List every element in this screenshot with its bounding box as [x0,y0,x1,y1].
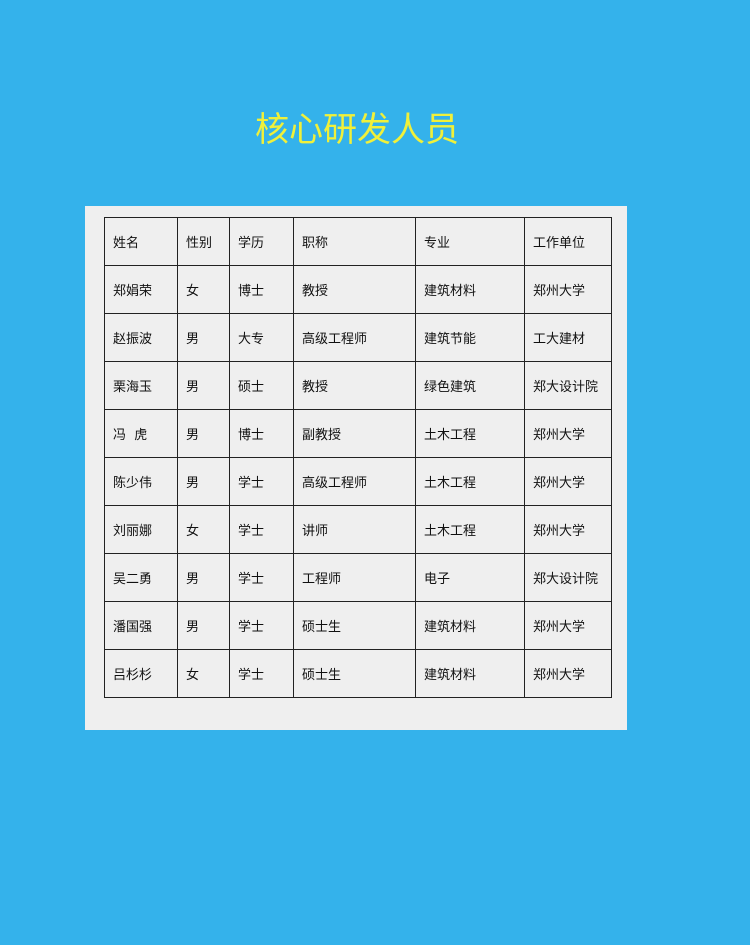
table-row: 潘国强男学士 硕士生 建筑材料 郑州大学 [104,601,612,650]
cell-education: 博士 [229,409,294,458]
cell-major: 土木工程 [415,457,525,506]
cell-gender: 女 [177,505,230,554]
cell-name: 郑娟荣 [104,265,178,314]
cell-major: 土木工程 [415,505,525,554]
table-row: 郑娟荣女博士 教授 建筑材料 郑州大学 [104,265,612,314]
table-row: 陈少伟男学士 高级工程师 土木工程 郑州大学 [104,457,612,506]
cell-title: 教授 [293,265,416,314]
header-cell-name: 姓名 [104,217,178,266]
cell-gender: 男 [177,361,230,410]
cell-title: 硕士生 [293,601,416,650]
cell-employer: 郑州大学 [524,601,612,650]
header-cell-employer: 工作单位 [524,217,612,266]
cell-name: 潘国强 [104,601,178,650]
cell-title: 高级工程师 [293,313,416,362]
cell-major: 建筑材料 [415,649,525,698]
cell-name: 赵振波 [104,313,178,362]
cell-title: 教授 [293,361,416,410]
cell-education: 学士 [229,601,294,650]
cell-education: 博士 [229,265,294,314]
table-row: 栗海玉男硕士 教授 绿色建筑 郑大设计院 [104,361,612,410]
cell-education: 学士 [229,649,294,698]
cell-name: 刘丽娜 [104,505,178,554]
table-row: 吕杉杉女学士 硕士生 建筑材料 郑州大学 [104,649,612,698]
cell-employer: 郑州大学 [524,457,612,506]
cell-major: 建筑节能 [415,313,525,362]
cell-gender: 男 [177,601,230,650]
cell-education: 硕士 [229,361,294,410]
table-panel: 姓名 性别 学历 职称 专业 工作单位 郑娟荣女博士 教授 建筑材料 郑州大学 赵振波男大专 高级工程… [85,206,627,730]
header-cell-gender: 性别 [177,217,230,266]
cell-title: 硕士生 [293,649,416,698]
cell-major: 绿色建筑 [415,361,525,410]
table-header-row: 姓名 性别 学历 职称 专业 工作单位 [104,217,612,266]
table-row: 刘丽娜女学士 讲师 土木工程 郑州大学 [104,505,612,554]
cell-employer: 郑州大学 [524,409,612,458]
staff-table: 姓名 性别 学历 职称 专业 工作单位 郑娟荣女博士 教授 建筑材料 郑州大学 赵振波男大专 高级工程… [104,217,612,698]
header-cell-major: 专业 [415,217,525,266]
cell-major: 电子 [415,553,525,602]
cell-gender: 男 [177,409,230,458]
cell-name: 冯 虎 [104,409,178,458]
cell-name: 陈少伟 [104,457,178,506]
cell-gender: 女 [177,265,230,314]
table-row: 赵振波男大专 高级工程师 建筑节能 工大建材 [104,313,612,362]
cell-title: 工程师 [293,553,416,602]
cell-title: 讲师 [293,505,416,554]
cell-name: 吴二勇 [104,553,178,602]
cell-title: 副教授 [293,409,416,458]
cell-title: 高级工程师 [293,457,416,506]
cell-major: 土木工程 [415,409,525,458]
cell-education: 学士 [229,553,294,602]
table-row: 冯 虎男博士 副教授 土木工程 郑州大学 [104,409,612,458]
cell-employer: 郑州大学 [524,649,612,698]
table-row: 吴二勇男学士 工程师 电子 郑大设计院 [104,553,612,602]
cell-education: 学士 [229,457,294,506]
cell-major: 建筑材料 [415,265,525,314]
header-cell-education: 学历 [229,217,294,266]
cell-employer: 郑州大学 [524,265,612,314]
cell-major: 建筑材料 [415,601,525,650]
cell-name: 栗海玉 [104,361,178,410]
cell-name: 吕杉杉 [104,649,178,698]
cell-education: 大专 [229,313,294,362]
cell-gender: 男 [177,553,230,602]
cell-employer: 郑州大学 [524,505,612,554]
header-cell-title: 职称 [293,217,416,266]
cell-gender: 女 [177,649,230,698]
cell-gender: 男 [177,313,230,362]
cell-education: 学士 [229,505,294,554]
cell-employer: 工大建材 [524,313,612,362]
cell-employer: 郑大设计院 [524,553,612,602]
cell-gender: 男 [177,457,230,506]
page-title: 核心研发人员 [255,110,459,150]
cell-employer: 郑大设计院 [524,361,612,410]
